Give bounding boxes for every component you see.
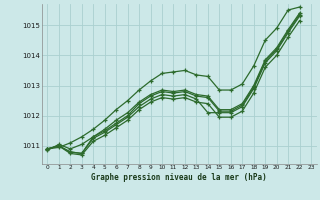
X-axis label: Graphe pression niveau de la mer (hPa): Graphe pression niveau de la mer (hPa) [91,173,267,182]
